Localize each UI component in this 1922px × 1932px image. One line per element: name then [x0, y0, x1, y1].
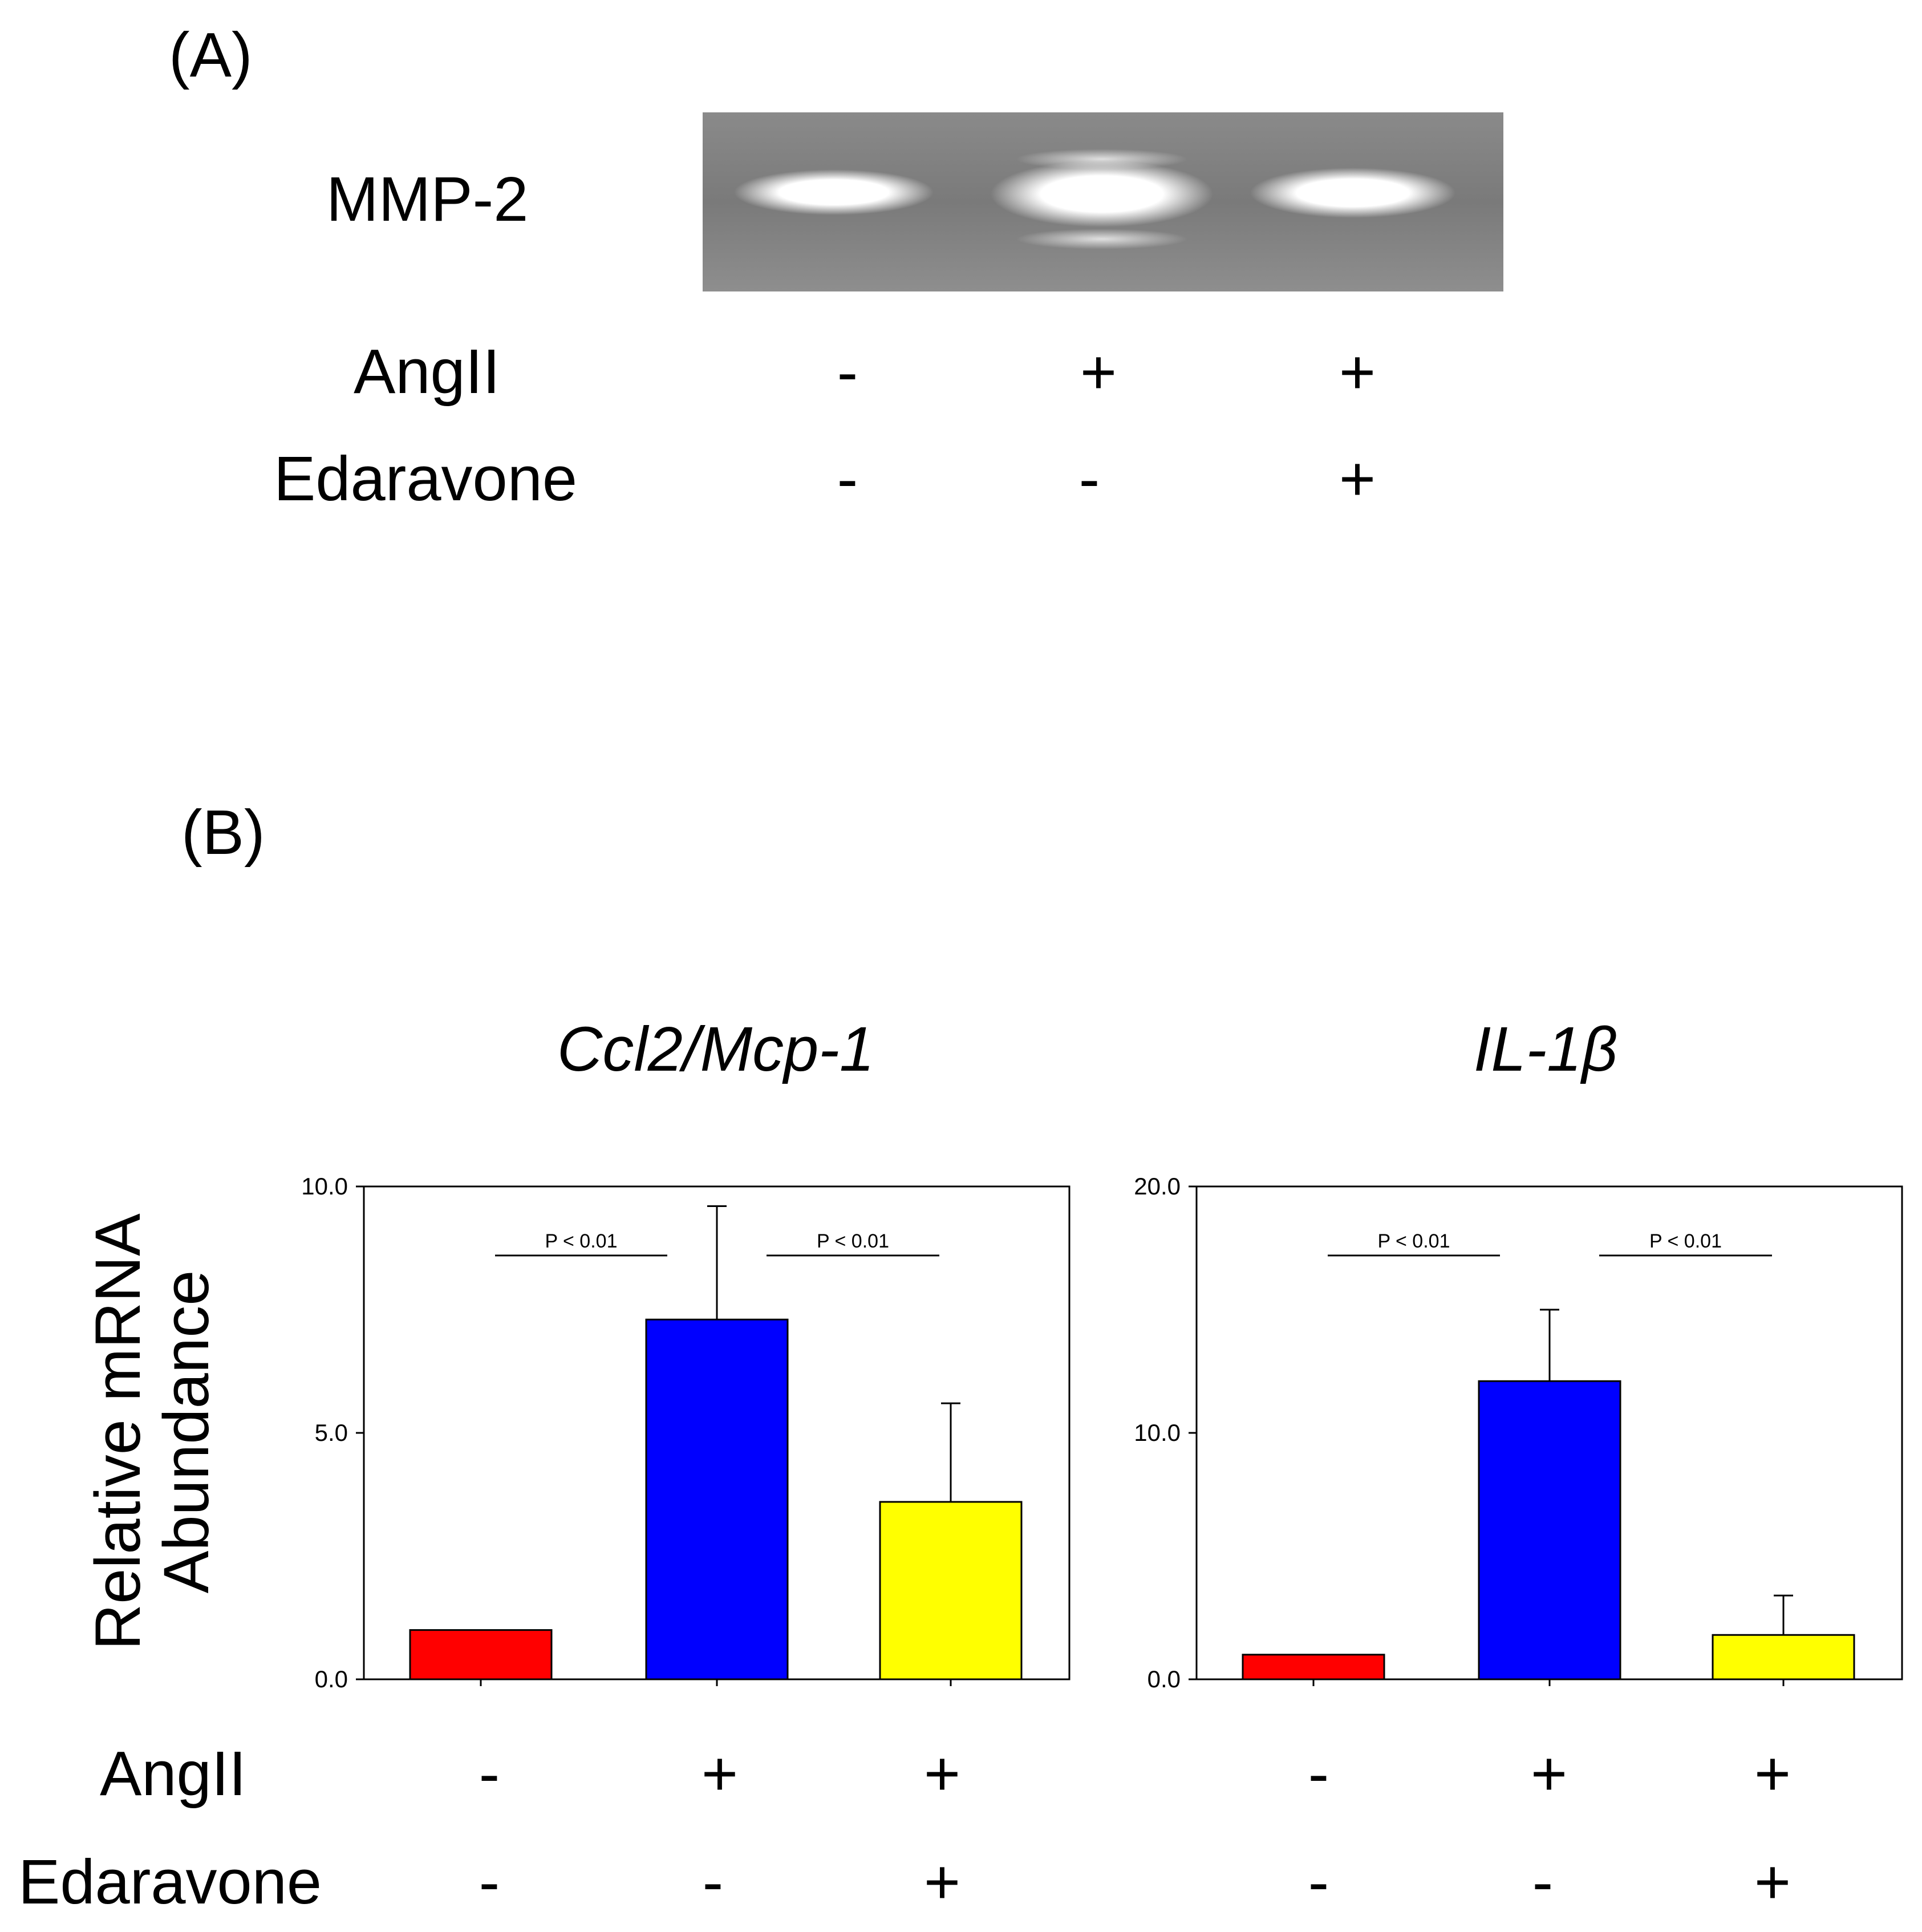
significance-label: P < 0.01	[545, 1230, 618, 1252]
gel-faint-band-lower	[1016, 229, 1187, 249]
gel-band-label: MMP-2	[326, 164, 529, 234]
gel-band-lane-3	[1250, 168, 1455, 218]
bar	[1242, 1654, 1385, 1680]
chart-1-angii-sign: +	[923, 1739, 961, 1809]
gel-band-lane-2	[991, 161, 1213, 227]
chart-1-edaravone-sign: +	[923, 1847, 961, 1917]
panel-b-row-label-edaravone: Edaravone	[18, 1847, 322, 1917]
panel-b-row-label-angii: AngII	[100, 1739, 246, 1809]
gel-band-lane-1	[734, 169, 934, 215]
y-tick-label: 0.0	[1147, 1666, 1181, 1692]
panel-a-edaravone-sign: -	[837, 444, 858, 514]
panel-a-row-label-angii: AngII	[354, 337, 500, 407]
chart-2-angii-sign: -	[1308, 1739, 1329, 1809]
chart-1-angii-sign: -	[479, 1739, 500, 1809]
bar	[645, 1318, 789, 1680]
chart-il1b: 0.0 10.0 20.0 P < 0.01 P < 0.01	[1134, 1173, 1903, 1692]
bar	[409, 1629, 553, 1680]
y-axis-label-line-1: Relative mRNA	[82, 1213, 153, 1650]
panel-b-label: (B)	[181, 797, 265, 868]
panel-a-angii-sign: +	[1080, 337, 1117, 407]
chart-2-angii-sign: +	[1754, 1739, 1791, 1809]
y-axis-label-line-2: Abundance	[151, 1270, 222, 1594]
panel-a-angii-sign: +	[1339, 337, 1376, 407]
bar	[1712, 1634, 1855, 1680]
chart-1-edaravone-sign: -	[479, 1847, 500, 1917]
significance-label: P < 0.01	[817, 1230, 889, 1252]
zymography-gel-image	[703, 112, 1503, 291]
y-tick-label: 10.0	[301, 1173, 348, 1200]
y-tick-label: 20.0	[1134, 1173, 1181, 1200]
chart-2-title: IL-1β	[1473, 1014, 1618, 1084]
chart-2-edaravone-sign: +	[1754, 1847, 1791, 1917]
panel-a-edaravone-sign: -	[1078, 444, 1100, 514]
panel-a-row-label-edaravone: Edaravone	[274, 444, 578, 514]
chart-1-angii-sign: +	[701, 1739, 739, 1809]
chart-1-edaravone-sign: -	[702, 1847, 724, 1917]
y-tick-label: 10.0	[1134, 1419, 1181, 1446]
bar	[1478, 1380, 1621, 1680]
significance-label: P < 0.01	[1649, 1230, 1722, 1252]
y-tick-label: 0.0	[315, 1666, 348, 1692]
chart-2-edaravone-sign: -	[1308, 1847, 1329, 1917]
panel-a-label: (A)	[169, 20, 253, 90]
panel-a-angii-sign: -	[837, 337, 858, 407]
chart-2-angii-sign: +	[1530, 1739, 1568, 1809]
chart-ccl2: 0.0 5.0 10.0 P < 0.01 P < 0.01	[301, 1173, 1071, 1692]
panel-a-edaravone-sign: +	[1339, 444, 1376, 514]
y-tick-label: 5.0	[315, 1419, 348, 1446]
bar	[879, 1501, 1023, 1680]
chart-2-edaravone-sign: -	[1532, 1847, 1554, 1917]
chart-1-title: Ccl2/Mcp-1	[557, 1014, 875, 1084]
significance-label: P < 0.01	[1378, 1230, 1450, 1252]
y-axis-label: Relative mRNA Abundance	[82, 1213, 222, 1650]
